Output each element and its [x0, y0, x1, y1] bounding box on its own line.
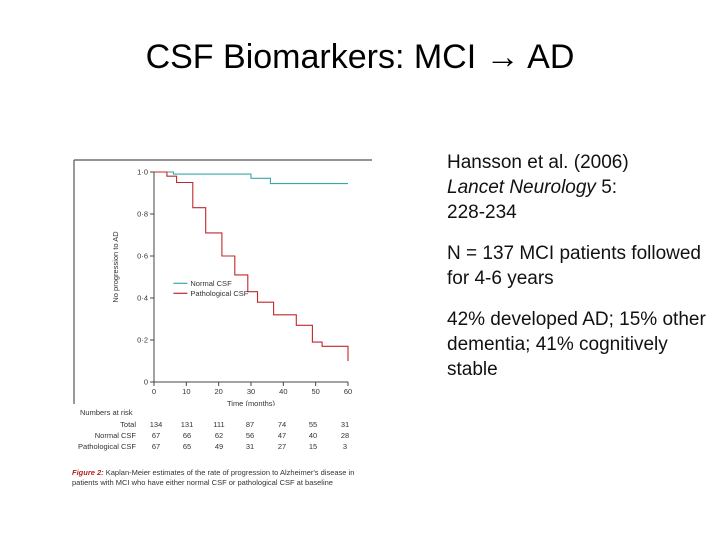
y-tick-label: 0·4	[137, 294, 148, 303]
x-tick-label: 50	[311, 387, 319, 396]
y-tick-label: 0	[144, 378, 148, 387]
risk-row-value: 67	[151, 442, 161, 451]
figure-caption: Figure 2: Kaplan-Meier estimates of the …	[72, 468, 372, 488]
risk-row-value: 67	[151, 431, 161, 440]
risk-row-value: 3	[342, 442, 348, 451]
x-tick-label: 20	[214, 387, 222, 396]
x-tick-label: 60	[344, 387, 352, 396]
risk-row-value: 111	[213, 420, 225, 429]
risk-row-value: 62	[214, 431, 224, 440]
y-tick-label: 0·8	[137, 210, 148, 219]
risk-table-row: Total 134 131 111 87 74 55 31	[70, 420, 376, 430]
series-line-pathological-csf	[154, 171, 349, 361]
risk-row-value: 55	[308, 420, 318, 429]
risk-row-value: 56	[245, 431, 255, 440]
risk-row-value: 31	[245, 442, 255, 451]
x-axis-label: Time (months)	[227, 399, 276, 406]
risk-row-label: Normal CSF	[94, 431, 136, 440]
kaplan-meier-figure: 0 0·2 0·4 0·6 0·8 1·0 0 10 20 30 40 50 60 Time (month…	[70, 156, 376, 512]
risk-row-value: 65	[182, 442, 192, 451]
right-text-panel: Hansson et al. (2006) Lancet Neurology 5…	[447, 150, 707, 398]
risk-row-value: 28	[340, 431, 350, 440]
bullet-outcome: 42% developed AD; 15% other dementia; 41…	[447, 309, 706, 380]
series-line-normal-csf	[154, 171, 348, 185]
risk-row-value: 87	[245, 420, 255, 429]
kaplan-meier-chart: 0 0·2 0·4 0·6 0·8 1·0 0 10 20 30 40 50 60 Time (month…	[73, 159, 372, 406]
risk-row-label: Total	[120, 420, 136, 429]
risk-row-value: 134	[149, 420, 163, 429]
x-tick-label: 10	[182, 387, 190, 396]
x-tick-label: 30	[247, 387, 255, 396]
legend-label: Pathological CSF	[190, 289, 248, 298]
citation: Hansson et al. (2006) Lancet Neurology 5…	[447, 150, 707, 225]
risk-row-label: Pathological CSF	[78, 442, 136, 451]
risk-row-value: 47	[277, 431, 287, 440]
risk-row-value: 74	[277, 420, 287, 429]
slide-title: CSF Biomarkers: MCI → AD	[145, 38, 575, 76]
risk-table-heading: Numbers at risk	[80, 408, 133, 417]
citation-volume: 5:	[595, 177, 618, 198]
x-tick-label: 0	[152, 387, 156, 396]
citation-journal: Lancet Neurology	[447, 177, 596, 198]
citation-pages: 228-234	[447, 202, 517, 223]
bullet-sample: N = 137 MCI patients followed for 4-6 ye…	[447, 243, 701, 289]
y-tick-label: 0·6	[137, 252, 148, 261]
risk-row-value: 27	[277, 442, 287, 451]
risk-row-value: 131	[180, 420, 194, 429]
y-tick-label: 0·2	[137, 336, 148, 345]
figure-caption-text: Kaplan-Meier estimates of the rate of pr…	[72, 468, 355, 487]
citation-authors: Hansson et al. (2006)	[447, 152, 629, 173]
risk-table-row: Normal CSF 67 66 62 56 47 40 28	[70, 431, 376, 441]
risk-row-value: 66	[182, 431, 192, 440]
risk-row-value: 40	[308, 431, 318, 440]
risk-row-value: 49	[214, 442, 224, 451]
y-tick-label: 1·0	[137, 168, 148, 177]
figure-caption-label: Figure 2:	[72, 468, 104, 477]
risk-row-value: 15	[308, 442, 318, 451]
legend-label: Normal CSF	[190, 279, 232, 288]
risk-row-value: 31	[340, 420, 350, 429]
risk-table-row: Pathological CSF 67 65 49 31 27 15 3	[70, 442, 376, 452]
x-tick-label: 40	[279, 387, 287, 396]
y-axis-label: No progression to AD	[111, 231, 120, 303]
